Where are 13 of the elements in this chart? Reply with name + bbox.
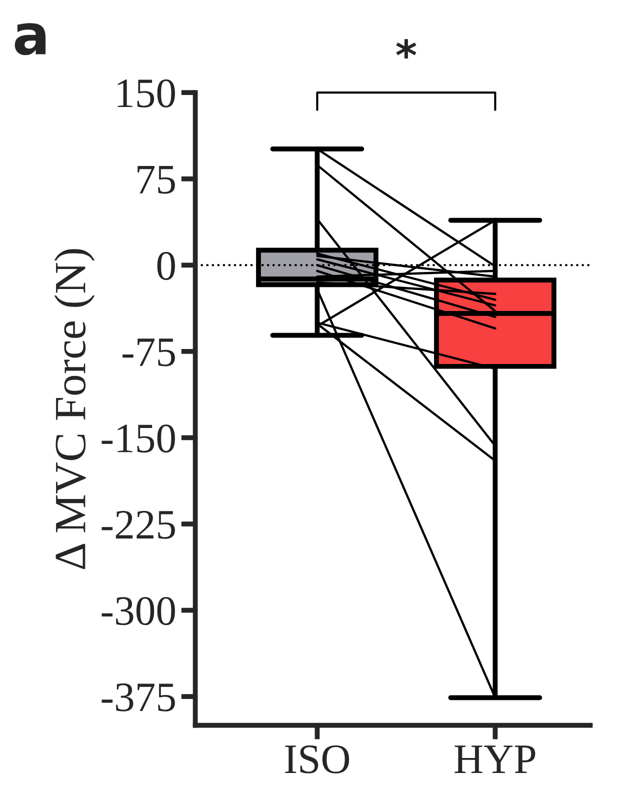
y-axis-title: Δ MVC Force (N) [54,249,95,570]
chart-title: a [14,23,46,56]
y-tick-label: -300 [102,597,175,626]
y-tick-label: -375 [102,683,175,712]
y-tick-label: -225 [102,510,175,539]
x-tick-label: HYP [454,746,536,773]
y-tick-label: 150 [118,79,175,108]
y-tick-label: 0 [157,252,175,280]
text: * [396,39,416,59]
y-tick-label: 75 [138,166,175,194]
x-tick-label: ISO [285,745,350,774]
y-tick-label: -150 [102,424,175,453]
y-tick-label: -75 [122,338,175,366]
